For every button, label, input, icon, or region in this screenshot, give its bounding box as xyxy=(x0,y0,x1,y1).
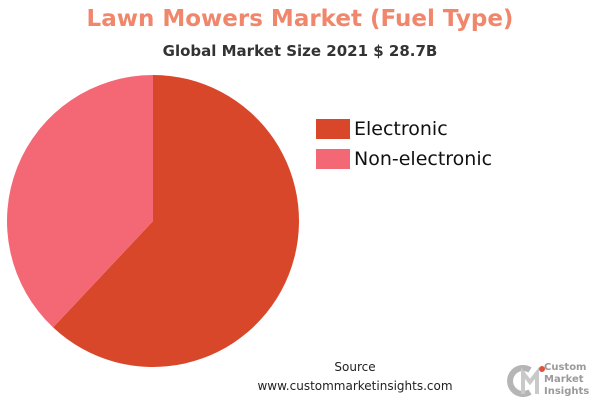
legend-label-electronic: Electronic xyxy=(354,118,448,140)
legend-swatch-non-electronic xyxy=(316,149,350,169)
company-logo: Custom Market Insights xyxy=(506,362,600,400)
legend-item-non-electronic: Non-electronic xyxy=(316,146,492,172)
logo-line-3: Insights xyxy=(544,386,590,397)
source-url[interactable]: www.custommarketinsights.com xyxy=(257,379,453,393)
chart-title: Lawn Mowers Market (Fuel Type) xyxy=(86,6,514,32)
pie-slice-non-electronic xyxy=(7,75,153,328)
source-note: Source www.custommarketinsights.com xyxy=(250,358,460,396)
chart-subtitle: Global Market Size 2021 $ 28.7B xyxy=(162,42,438,60)
source-label: Source xyxy=(334,360,376,374)
legend-label-non-electronic: Non-electronic xyxy=(354,148,493,170)
logo-mark-icon xyxy=(507,365,545,397)
logo-line-2: Market xyxy=(544,374,584,385)
chart-legend: Electronic Non-electronic xyxy=(316,116,492,176)
pie-slice-electronic xyxy=(53,75,300,367)
legend-swatch-electronic xyxy=(316,119,350,139)
logo-wordmark: Custom Market Insights xyxy=(544,362,589,398)
logo-line-1: Custom xyxy=(544,362,587,373)
legend-item-electronic: Electronic xyxy=(316,116,492,142)
